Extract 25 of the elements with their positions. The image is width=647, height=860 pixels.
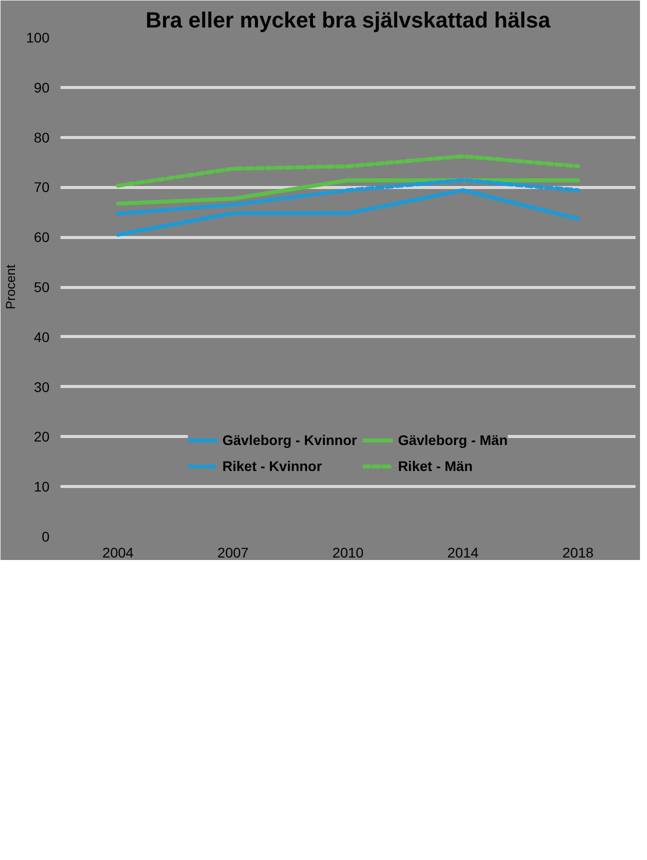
legend-label: Riket - Kvinnor xyxy=(222,458,322,474)
y-tick-label: 0 xyxy=(42,528,50,544)
line-series xyxy=(116,188,580,237)
line-series xyxy=(116,154,580,188)
line-series xyxy=(116,178,580,216)
legend-label: Gävleborg - Kvinnor xyxy=(222,432,357,448)
y-axis-title: Procent xyxy=(3,264,18,310)
x-tick-label: 2018 xyxy=(562,544,594,560)
legend-label: Gävleborg - Män xyxy=(398,432,508,448)
x-tick-label: 2004 xyxy=(102,544,134,560)
x-tick-label: 2010 xyxy=(332,544,364,560)
y-tick-label: 80 xyxy=(34,129,50,146)
legend-label: Riket - Män xyxy=(398,458,473,474)
x-tick-label: 2007 xyxy=(217,544,249,560)
y-tick-label: 10 xyxy=(34,478,50,495)
y-tick-label: 70 xyxy=(34,179,50,196)
y-tick-label: 100 xyxy=(26,30,50,46)
y-tick-label: 90 xyxy=(34,79,50,96)
y-tick-label: 40 xyxy=(34,328,50,345)
x-tick-label: 2014 xyxy=(447,544,479,560)
y-tick-label: 50 xyxy=(34,279,50,295)
y-tick-label: 30 xyxy=(34,378,50,395)
y-tick-label: 60 xyxy=(34,229,50,246)
chart-title: Bra eller mycket bra självskattad hälsa xyxy=(146,8,552,32)
y-tick-label: 20 xyxy=(34,428,50,445)
